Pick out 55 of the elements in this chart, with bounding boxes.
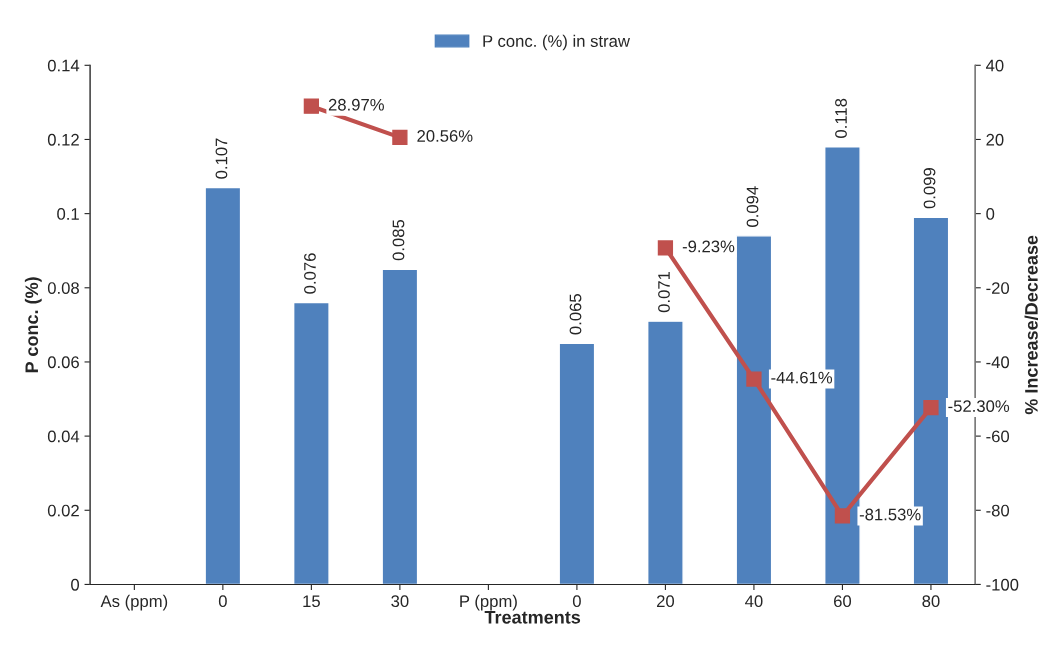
y-tick-label: 0.02 [47, 504, 79, 517]
bar [292, 301, 330, 585]
bar [204, 186, 242, 585]
data-label: -52.30% [948, 400, 1010, 413]
point [392, 129, 408, 146]
y2-tick-label: -60 [986, 430, 1010, 443]
data-label: 28.97% [328, 98, 384, 111]
y-tick-label: 0.04 [47, 430, 80, 443]
x-tick-label: As (ppm) [100, 594, 168, 611]
y-tick-label: 0.06 [47, 356, 79, 369]
bar [381, 268, 419, 585]
x-axis-title: Treatments [484, 611, 581, 624]
data-label: 20.56% [417, 130, 473, 142]
data-label: 0.065 [569, 294, 582, 335]
data-label: 0.118 [835, 98, 847, 138]
bar [647, 320, 684, 585]
x-tick-label: 0 [218, 595, 227, 608]
y2-tick-label: 0 [986, 208, 995, 220]
point [834, 508, 851, 524]
data-label: 0.076 [304, 253, 316, 294]
legend-label: P conc. (%) in straw [483, 34, 630, 51]
data-label: 0.099 [923, 168, 936, 209]
y2-tick-label: 40 [986, 59, 1004, 72]
x-tick-label: 20 [656, 595, 675, 608]
x-tick-label: P (ppm) [460, 594, 517, 611]
data-label: 0.094 [746, 186, 759, 227]
x-tick-label: 40 [745, 595, 763, 608]
data-label: -81.53% [859, 508, 921, 521]
data-label: -44.61% [771, 371, 833, 384]
y2-tick-label: 20 [986, 133, 1004, 146]
x-tick-label: 0 [572, 595, 581, 608]
y-tick-label: 0 [71, 578, 80, 591]
y2-tick-label: -100 [986, 578, 1019, 591]
x-tick-label: 30 [391, 595, 409, 608]
data-label: 0.085 [392, 219, 405, 261]
data-label: 0.071 [658, 271, 670, 313]
y-tick-label: 0.14 [47, 59, 80, 72]
data-label: 0.107 [215, 138, 228, 179]
y2-tick-label: -40 [986, 356, 1010, 369]
y-axis-title: P conc. (%) [24, 277, 42, 373]
x-tick-label: 80 [922, 595, 940, 608]
data-label: -9.23% [682, 240, 735, 253]
x-tick-label: 60 [834, 595, 852, 608]
y-tick-label: 0.08 [47, 282, 79, 294]
point [746, 371, 762, 387]
y-tick-label: 0.1 [57, 208, 79, 220]
y2-tick-label: -20 [986, 282, 1010, 294]
point [923, 399, 939, 416]
x-tick-label: 15 [303, 595, 320, 608]
y2-axis-title: % Increase/Decrease [1024, 235, 1038, 415]
y-tick-label: 0.12 [47, 133, 79, 146]
point [303, 98, 320, 114]
y2-tick-label: -80 [986, 504, 1010, 517]
bar [558, 342, 596, 585]
point [657, 240, 674, 256]
